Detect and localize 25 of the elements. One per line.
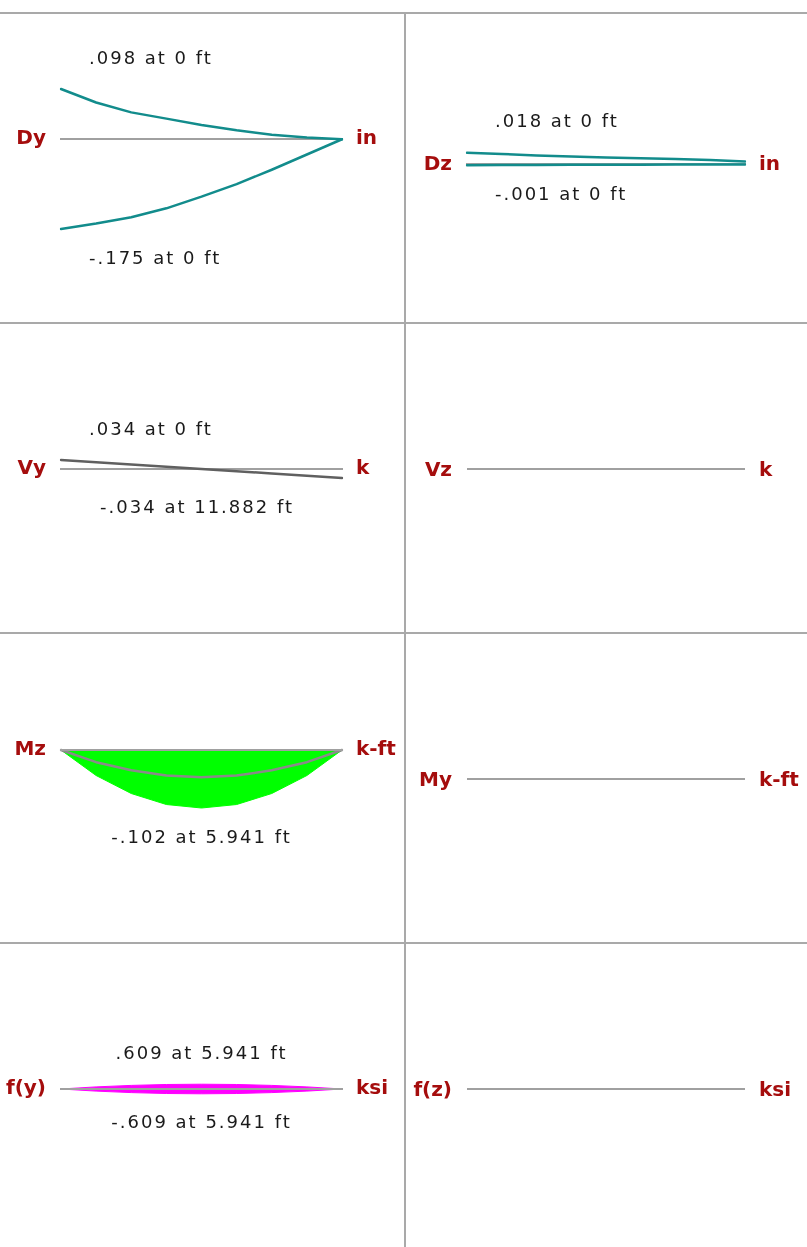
y2-axis-title: in (759, 150, 781, 175)
y-axis-title: Dy (16, 125, 46, 150)
text: .018 at 0 ft (495, 110, 619, 132)
y2-axis-title: k-ft (356, 736, 397, 761)
y2-axis-title: ksi (356, 1075, 389, 1100)
text: -.102 at 5.941 ft (111, 825, 292, 847)
y-axis-title: Dz (423, 150, 452, 175)
text: -.609 at 5.941 ft (111, 1111, 292, 1133)
y-axis-title: Vy (17, 455, 46, 480)
text: .098 at 0 ft (89, 46, 213, 68)
text: f(z) (413, 1077, 452, 1101)
text: My (419, 767, 452, 791)
text: -.001 at 0 ft (495, 182, 628, 204)
y2-axis-title: k (356, 455, 370, 480)
y-axis-title: f(y) (5, 1075, 46, 1100)
text: k-ft (759, 767, 799, 791)
text: -.175 at 0 ft (89, 246, 222, 268)
text: k (759, 457, 773, 481)
y2-axis-title: in (356, 125, 378, 150)
text: .034 at 0 ft (89, 417, 213, 439)
text: ksi (759, 1077, 792, 1101)
text: -.034 at 11.882 ft (100, 495, 294, 517)
text: Vz (424, 457, 452, 481)
y-axis-title: Mz (14, 736, 46, 761)
text: .609 at 5.941 ft (115, 1041, 288, 1063)
